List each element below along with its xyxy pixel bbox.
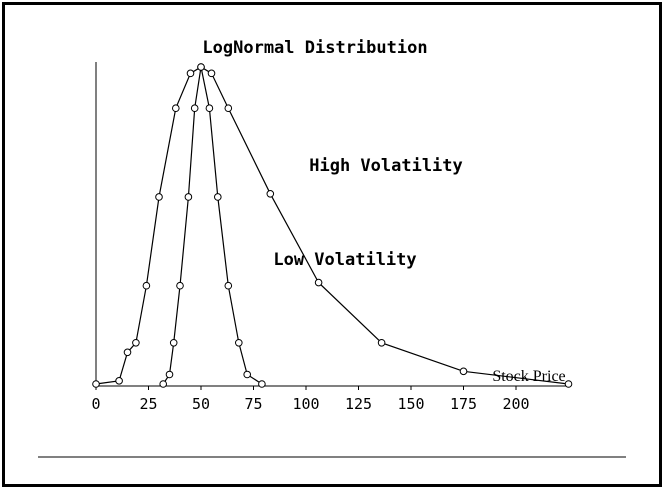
low-volatility-data-point (197, 63, 205, 71)
x-tick-label: 175 (450, 395, 477, 413)
x-tick-label: 0 (91, 395, 100, 413)
high-volatility-label: High Volatility (309, 156, 463, 176)
low-volatility-data-point (205, 104, 214, 113)
low-volatility-data-point (214, 193, 222, 201)
high-volatility-data-point (377, 338, 386, 347)
high-volatility-data-point (207, 69, 216, 78)
high-volatility-data-point (92, 380, 100, 388)
high-volatility-data-point (172, 104, 180, 113)
high-volatility-data-point (224, 104, 233, 113)
low-volatility-label: Low Volatility (273, 250, 416, 270)
high-volatility-data-point (123, 348, 132, 357)
x-tick-label: 50 (192, 395, 210, 413)
low-volatility-data-point (169, 338, 178, 347)
x-tick-label: 75 (244, 395, 262, 413)
high-volatility-data-point (459, 367, 468, 376)
high-volatility-data-point (314, 278, 323, 287)
x-tick-label: 125 (345, 395, 372, 413)
x-axis-label: Stock Price (492, 368, 565, 385)
low-volatility-data-point (235, 338, 243, 347)
high-volatility-data-point (132, 338, 140, 347)
high-volatility-data-point (155, 193, 163, 201)
low-volatility-data-point (258, 380, 266, 388)
x-tick-label: 25 (139, 395, 157, 413)
low-volatility-data-point (165, 370, 174, 379)
high-volatility-data-point (142, 281, 151, 290)
x-tick-label: 200 (502, 395, 529, 413)
high-volatility-data-point (115, 377, 123, 385)
low-volatility-data-point (184, 193, 193, 201)
high-volatility-series-line (95, 66, 569, 385)
low-volatility-data-point (176, 281, 184, 290)
low-volatility-data-point (224, 281, 233, 290)
x-tick-label: 150 (397, 395, 424, 413)
high-volatility-data-point (186, 69, 195, 78)
x-tick-label: 100 (292, 395, 319, 413)
low-volatility-data-point (159, 380, 167, 388)
high-volatility-data-point (266, 190, 275, 198)
high-volatility-data-point (564, 380, 573, 388)
low-volatility-data-point (243, 370, 251, 379)
low-volatility-series-line (162, 66, 263, 385)
low-volatility-data-point (190, 104, 199, 113)
chart-title: LogNormal Distribution (202, 38, 427, 58)
